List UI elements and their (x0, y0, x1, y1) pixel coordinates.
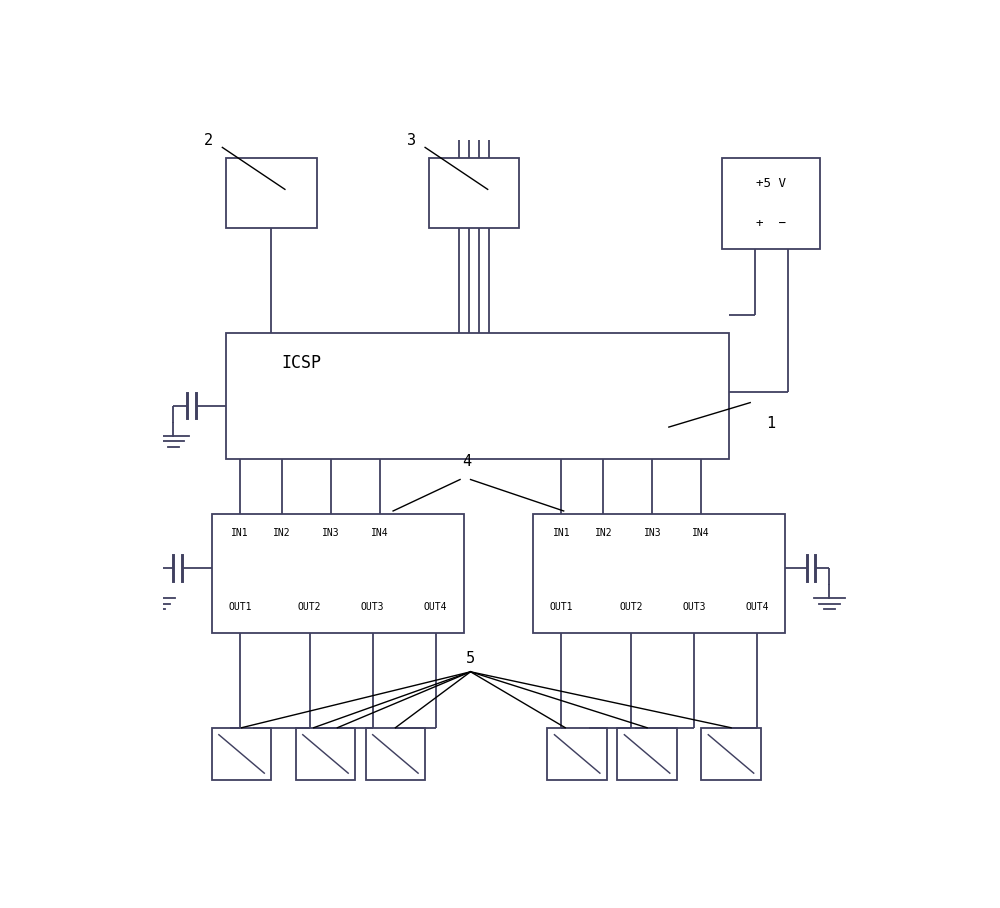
Bar (547, 727, 607, 780)
Bar (429, 158, 519, 228)
Text: OUT4: OUT4 (424, 602, 447, 612)
Text: 3: 3 (407, 133, 416, 148)
Text: IN3: IN3 (644, 528, 661, 538)
Bar (701, 727, 761, 780)
Bar (212, 727, 271, 780)
Text: 2: 2 (204, 133, 213, 148)
Bar (722, 158, 820, 249)
Text: OUT1: OUT1 (550, 602, 573, 612)
Text: IN2: IN2 (595, 528, 612, 538)
Bar (212, 515, 464, 634)
Text: +5 V: +5 V (756, 177, 786, 190)
Bar (366, 727, 425, 780)
Text: OUT2: OUT2 (298, 602, 321, 612)
Text: +  −: + − (756, 217, 786, 230)
Text: 1: 1 (767, 416, 776, 431)
Text: OUT2: OUT2 (620, 602, 643, 612)
Text: IN4: IN4 (692, 528, 710, 538)
Bar (226, 158, 317, 228)
Text: OUT1: OUT1 (228, 602, 252, 612)
Bar (226, 332, 729, 459)
Bar (533, 515, 785, 634)
Text: OUT3: OUT3 (361, 602, 384, 612)
Bar (617, 727, 677, 780)
Text: IN1: IN1 (553, 528, 570, 538)
Bar (296, 727, 355, 780)
Text: 5: 5 (466, 651, 475, 666)
Text: IN2: IN2 (273, 528, 291, 538)
Text: IN3: IN3 (322, 528, 340, 538)
Text: OUT4: OUT4 (745, 602, 769, 612)
Text: IN4: IN4 (371, 528, 388, 538)
Text: 4: 4 (462, 454, 472, 469)
Text: IN1: IN1 (231, 528, 249, 538)
Text: ICSP: ICSP (282, 354, 322, 371)
Text: OUT3: OUT3 (683, 602, 706, 612)
